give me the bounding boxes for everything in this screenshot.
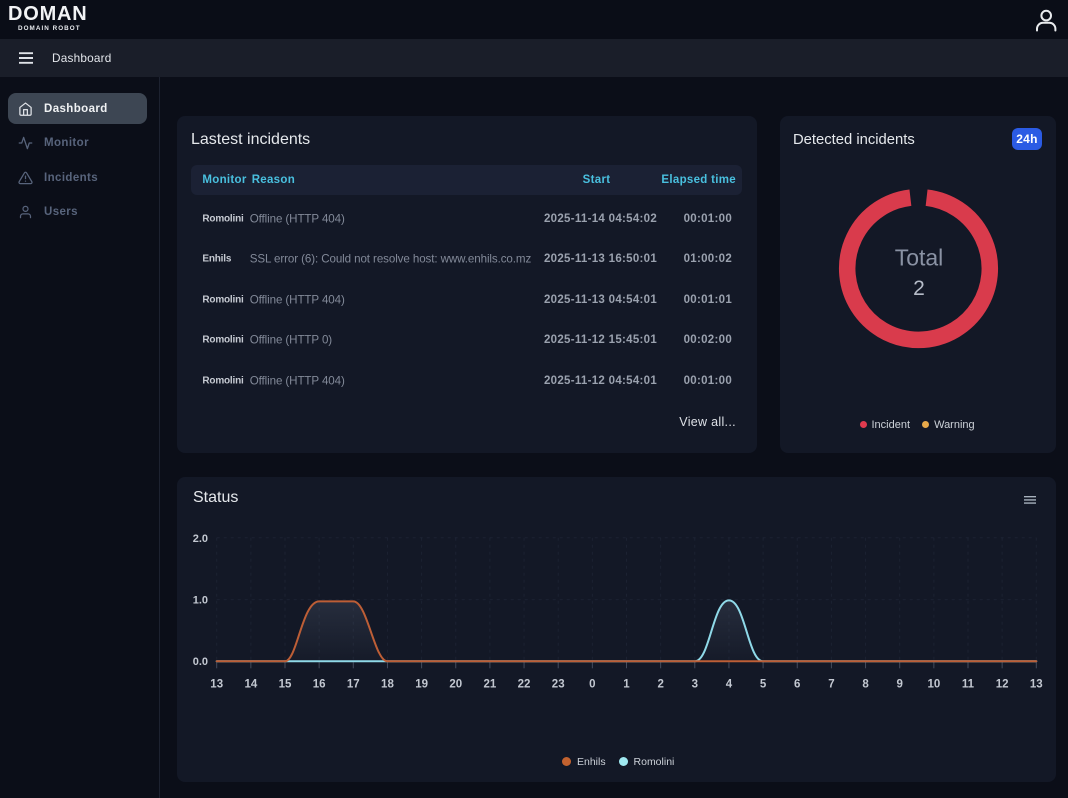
svg-text:13: 13 <box>1030 679 1043 691</box>
svg-text:23: 23 <box>552 679 565 691</box>
svg-text:2: 2 <box>657 679 663 691</box>
svg-text:15: 15 <box>279 679 292 691</box>
svg-text:21: 21 <box>484 679 497 691</box>
svg-text:7: 7 <box>828 679 834 691</box>
svg-text:2.0: 2.0 <box>193 533 208 545</box>
svg-text:10: 10 <box>927 679 940 691</box>
svg-text:12: 12 <box>996 679 1009 691</box>
svg-text:0.0: 0.0 <box>193 656 208 668</box>
svg-text:4: 4 <box>726 679 733 691</box>
svg-text:22: 22 <box>518 679 531 691</box>
svg-text:20: 20 <box>449 679 462 691</box>
svg-text:19: 19 <box>415 679 428 691</box>
svg-text:0: 0 <box>589 679 595 691</box>
svg-text:16: 16 <box>313 679 326 691</box>
svg-text:5: 5 <box>760 679 767 691</box>
svg-text:11: 11 <box>962 679 975 691</box>
svg-text:1: 1 <box>623 679 630 691</box>
svg-text:3: 3 <box>692 679 698 691</box>
svg-text:14: 14 <box>244 679 257 691</box>
svg-text:9: 9 <box>896 679 902 691</box>
svg-text:13: 13 <box>210 679 223 691</box>
svg-text:18: 18 <box>381 679 394 691</box>
svg-text:17: 17 <box>347 679 360 691</box>
svg-text:1.0: 1.0 <box>193 595 208 607</box>
svg-text:6: 6 <box>794 679 800 691</box>
svg-text:8: 8 <box>862 679 869 691</box>
